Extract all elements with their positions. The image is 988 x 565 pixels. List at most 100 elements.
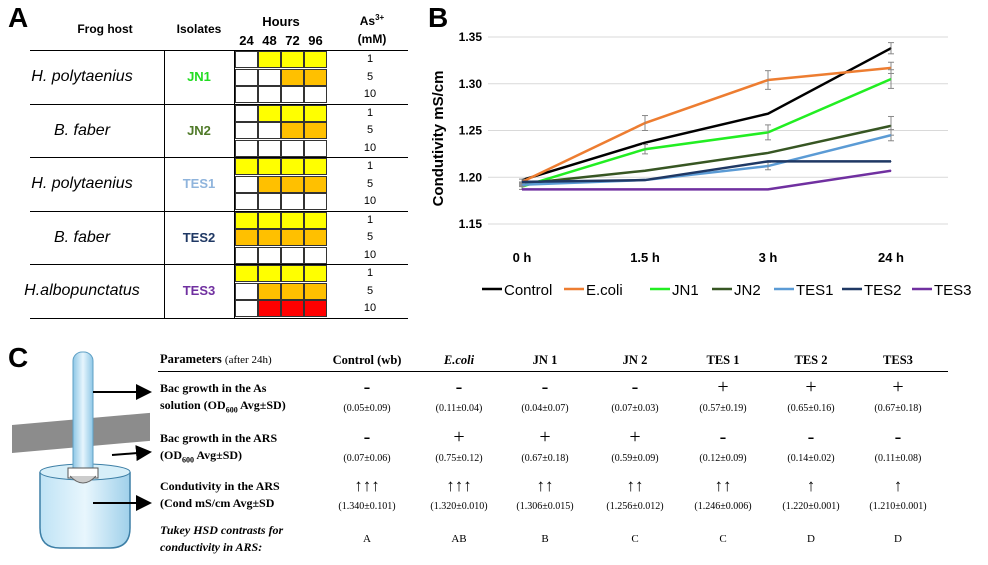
frog-host-3: B. faber bbox=[53, 228, 111, 246]
data-point bbox=[767, 188, 769, 190]
row-rule bbox=[30, 264, 408, 265]
result-symbol: - bbox=[455, 376, 463, 398]
y-tick-label: 1.20 bbox=[459, 170, 483, 184]
hour-label-96: 96 bbox=[308, 33, 323, 48]
growth-cell bbox=[235, 300, 258, 317]
result-symbol: ↑↑↑ bbox=[446, 476, 472, 495]
concentration-1: 1 bbox=[366, 213, 374, 226]
growth-cell bbox=[304, 122, 327, 139]
params-suffix: (after 24h) bbox=[224, 354, 272, 366]
growth-cell bbox=[258, 229, 281, 246]
growth-cell bbox=[235, 104, 258, 122]
growth-cell bbox=[258, 68, 281, 86]
hour-label-72: 72 bbox=[285, 33, 300, 48]
result-value: (0.67±0.18) bbox=[521, 453, 569, 464]
concentration-5: 5 bbox=[366, 231, 374, 243]
result-symbol: + bbox=[453, 426, 465, 448]
growth-cell bbox=[235, 229, 258, 246]
growth-cell bbox=[235, 282, 258, 300]
data-point bbox=[644, 179, 646, 181]
panel-a-label: A bbox=[8, 2, 29, 33]
label-text: (OD bbox=[160, 448, 182, 462]
result-value: (1.340±0.101) bbox=[338, 501, 396, 512]
parameter-label-1: Bac growth in the ARS (OD600 Avg±SD) bbox=[160, 430, 277, 468]
growth-cell bbox=[304, 265, 327, 282]
y-tick-label: 1.35 bbox=[459, 30, 483, 44]
beaker-svg bbox=[12, 351, 160, 549]
result-symbol: ↑↑ bbox=[536, 476, 554, 495]
growth-cell bbox=[281, 175, 304, 193]
header-parameters: Parameters (after 24h) bbox=[160, 352, 330, 367]
label-text: Avg±SD) bbox=[237, 398, 286, 412]
growth-cell bbox=[304, 175, 327, 193]
isolate-tes2: TES2 bbox=[182, 229, 216, 245]
data-point bbox=[521, 184, 523, 186]
legend-label: TES1 bbox=[796, 282, 834, 299]
result-symbol: ↑ bbox=[893, 476, 903, 495]
parameter-label-line2: (OD600 Avg±SD) bbox=[160, 447, 277, 468]
growth-cell bbox=[235, 51, 258, 68]
result-value: (0.59±0.09) bbox=[611, 453, 659, 464]
x-tick-label: 24 h bbox=[878, 250, 904, 265]
parameter-label-line2: (Cond mS/cm Avg±SD bbox=[160, 495, 280, 512]
header-mm: (mM) bbox=[357, 32, 387, 46]
row-rule bbox=[30, 103, 408, 105]
isolate-jn2: JN2 bbox=[187, 122, 211, 138]
data-point bbox=[890, 170, 892, 172]
result-value: (0.67±0.18) bbox=[874, 403, 922, 414]
label-subscript: 600 bbox=[182, 455, 194, 465]
header-isolates: Isolates bbox=[176, 22, 222, 36]
parameter-label-line1: Bac growth in the ARS bbox=[160, 431, 278, 445]
series-line-tes3 bbox=[522, 169, 892, 191]
conductivity-line-chart: 1.15 1.20 1.25 1.30 1.35 0 h 1.5 h 3 h 24 h Condu… bbox=[430, 30, 972, 299]
series-line-ecoli bbox=[521, 66, 892, 184]
growth-cell bbox=[235, 139, 258, 157]
growth-cell bbox=[281, 158, 304, 175]
growth-cell bbox=[235, 193, 258, 210]
data-point bbox=[890, 134, 892, 136]
parameter-label-2: Condutivity in the ARS (Cond mS/cm Avg±SD bbox=[160, 478, 280, 512]
growth-cell bbox=[304, 68, 327, 86]
result-symbol: + bbox=[539, 426, 551, 448]
column-header: TES 2 bbox=[794, 353, 828, 367]
tukey-group: C bbox=[631, 533, 639, 545]
growth-cell bbox=[304, 139, 327, 157]
result-symbol: - bbox=[363, 376, 371, 398]
panel-b-label: B bbox=[428, 2, 449, 33]
result-value: (0.12±0.09) bbox=[699, 453, 747, 464]
label-text: solution (OD bbox=[160, 398, 226, 412]
growth-cell bbox=[235, 175, 258, 193]
column-header: JN 1 bbox=[532, 353, 558, 367]
as-sup: 3+ bbox=[375, 13, 385, 22]
result-value: (0.65±0.16) bbox=[787, 403, 835, 414]
series-line-control bbox=[521, 47, 892, 182]
concentration-10: 10 bbox=[363, 88, 377, 100]
concentration-1: 1 bbox=[366, 53, 374, 65]
legend-label: TES2 bbox=[864, 282, 902, 299]
growth-cell bbox=[281, 86, 304, 103]
result-value: (0.11±0.04) bbox=[435, 403, 483, 414]
growth-cell bbox=[258, 282, 281, 300]
growth-cell bbox=[281, 122, 304, 139]
growth-cell bbox=[281, 139, 304, 157]
series-line-jn1 bbox=[521, 77, 892, 188]
concentration-10: 10 bbox=[363, 195, 377, 207]
series-line-tes2 bbox=[521, 160, 891, 184]
beaker-illustration bbox=[10, 350, 160, 560]
data-point bbox=[890, 78, 892, 80]
panel-a-table: Frog host Isolates Hours 24 48 72 96 As3+ (… bbox=[0, 0, 420, 330]
growth-cell bbox=[258, 300, 281, 317]
frog-host-0: H. polytaenius bbox=[31, 68, 133, 85]
parameter-label-line2: solution (OD600 Avg±SD) bbox=[160, 397, 286, 418]
y-tick-label: 1.30 bbox=[459, 77, 483, 91]
data-point bbox=[767, 131, 769, 133]
tukey-group: AB bbox=[451, 533, 467, 545]
hour-label-24: 24 bbox=[239, 33, 254, 48]
growth-cell bbox=[281, 68, 304, 86]
data-point bbox=[521, 188, 523, 190]
growth-cell bbox=[258, 86, 281, 103]
growth-cell bbox=[281, 193, 304, 210]
result-symbol: + bbox=[805, 376, 817, 398]
result-value: (0.11±0.08) bbox=[874, 453, 922, 464]
